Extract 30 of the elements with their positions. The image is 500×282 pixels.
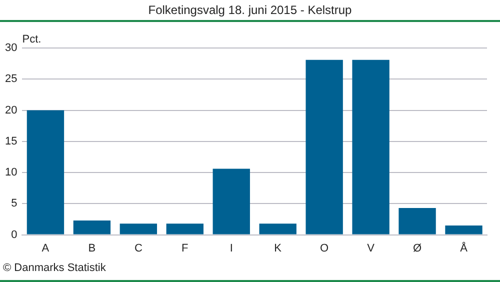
bar (73, 220, 111, 234)
bar (26, 110, 64, 234)
y-tick-label: 20 (4, 104, 18, 116)
y-tick-label: 25 (4, 73, 18, 86)
bar (306, 60, 343, 234)
y-axis-title: Pct. (22, 34, 42, 46)
bar (398, 208, 436, 234)
bar (352, 60, 390, 234)
y-tick-label: 5 (11, 198, 18, 210)
chart-title: Folketingsvalg 18. juni 2015 - Kelstrup (0, 0, 500, 22)
y-tick-label: 0 (11, 228, 18, 241)
bar (259, 224, 296, 234)
y-tick-label: 15 (4, 135, 18, 148)
x-tick-label: Å (460, 241, 468, 254)
text: © Danmarks Statistik (3, 262, 106, 274)
bar (445, 225, 482, 234)
x-tick-label: B (88, 242, 96, 254)
x-tick-label: A (42, 242, 50, 254)
y-tick-label: 10 (4, 166, 18, 179)
x-tick-label: V (367, 242, 376, 254)
x-tick-label: K (274, 242, 282, 254)
bar (166, 224, 204, 234)
x-tick-label: C (134, 242, 142, 254)
x-tick-label: Ø (413, 242, 422, 254)
y-tick-label: 30 (4, 42, 18, 54)
x-tick-label: O (320, 242, 330, 254)
x-tick-label: I (230, 242, 233, 254)
bar (120, 224, 158, 234)
bar (212, 168, 250, 234)
x-tick-label: F (182, 242, 189, 254)
